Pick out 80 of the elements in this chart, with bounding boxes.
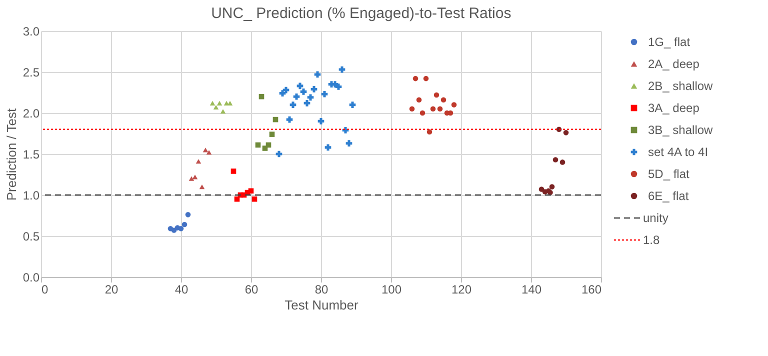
point [451,102,457,108]
point [216,100,222,106]
x-tick-label: 20 [104,282,118,296]
point [286,116,293,123]
point [210,100,216,106]
x-tick-label: 0 [42,282,48,296]
point [423,76,429,82]
y-axis-title: Prediction / Test [4,108,19,201]
y-tick-label: 1.0 [22,188,40,202]
point [338,66,346,73]
point [314,71,321,78]
point [538,186,544,192]
point [349,102,356,108]
point [213,104,219,110]
legend-label: unity [643,211,668,225]
point [335,84,342,90]
legend-label: 3A_ deep [648,101,700,115]
point [230,168,236,174]
y-tick-label: 2.0 [22,106,40,120]
point [412,76,418,82]
point [178,226,184,232]
legend-label: 5D_ flat [648,167,690,181]
point [307,94,314,101]
point [188,176,194,181]
point [552,157,558,162]
point [296,82,304,90]
point [206,150,212,155]
y-tick-label: 1.5 [22,148,40,162]
point [279,90,286,96]
legend-label: set 4A to 4I [648,145,708,159]
y-tick-label: 0.0 [22,270,40,284]
x-tick-label: 80 [314,282,328,296]
point [202,148,208,152]
point [416,97,422,103]
point [409,106,415,112]
point [420,110,426,116]
point [426,129,432,134]
x-tick-label: 40 [174,282,188,296]
point [304,100,310,106]
point [276,150,282,158]
point [346,140,352,146]
legend-label: 1.8 [643,233,660,247]
point [430,106,436,112]
x-tick-label: 160 [581,282,602,296]
x-tick-label: 100 [381,282,402,296]
point [269,132,275,137]
point [437,106,443,112]
point [293,93,300,100]
point [434,92,440,98]
x-tick-label: 60 [244,282,258,296]
y-tick-label: 2.5 [22,66,40,80]
y-tick-label: 3.0 [22,24,40,38]
legend-label: 6E_ flat [648,189,690,203]
point [440,97,446,103]
legend-label: 2A_ deep [648,57,700,71]
x-axis-title: Test Number [284,298,360,312]
point [220,109,226,114]
point [290,102,296,108]
point [199,184,205,190]
point [560,160,566,165]
point [282,86,290,94]
point [321,90,328,98]
point [310,86,318,92]
point [185,212,191,218]
legend-label: 2B_ shallow [648,79,714,93]
point [196,159,202,164]
point [549,184,555,190]
point [182,222,188,228]
x-tick-label: 120 [451,282,472,296]
x-tick-label: 140 [521,282,542,296]
legend-label: 3B_ shallow [648,123,714,137]
point [300,88,307,95]
point [563,130,569,136]
y-tick-label: 0.5 [22,230,40,244]
legend-label: 1G_ flat [648,35,691,49]
point [318,118,324,124]
point [171,228,177,233]
chart-title: UNC_ Prediction (% Engaged)-to-Test Ratios [211,5,512,22]
point [324,144,332,151]
point [192,174,198,180]
